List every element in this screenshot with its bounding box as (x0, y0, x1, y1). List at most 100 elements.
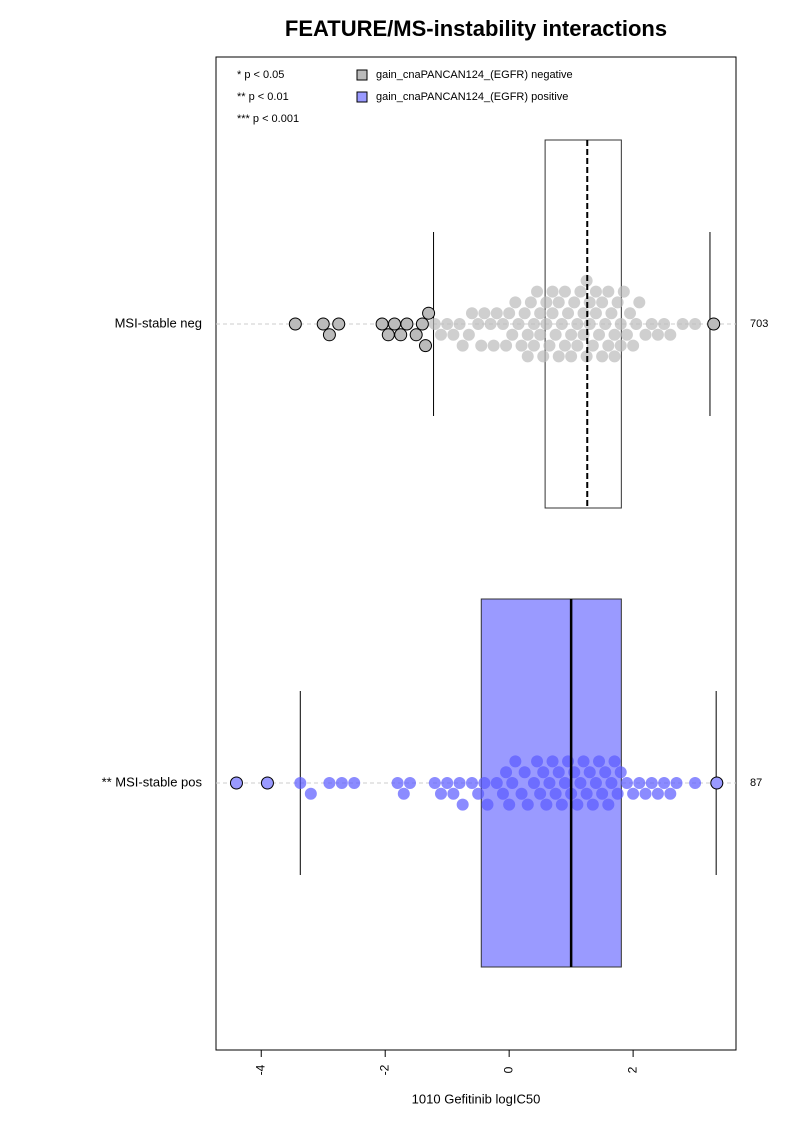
data-point (453, 777, 466, 789)
chart-title: FEATURE/MS-instability interactions (285, 16, 667, 41)
data-point (611, 787, 624, 800)
data-point (478, 307, 491, 320)
data-point (651, 787, 664, 800)
data-point (552, 350, 565, 363)
data-point (418, 339, 432, 353)
note: * p < 0.05 (237, 69, 284, 81)
data-point (422, 306, 436, 320)
count-label: 87 (750, 777, 762, 789)
data-point (552, 766, 565, 779)
legend-label: gain_cnaPANCAN124_(EGFR) negative (376, 69, 573, 81)
data-point (534, 328, 547, 341)
data-point (475, 339, 488, 352)
data-point (316, 317, 330, 331)
data-point (549, 787, 562, 800)
data-point (605, 777, 618, 789)
data-point (524, 296, 537, 309)
data-point (394, 328, 408, 342)
data-point (627, 787, 640, 800)
data-point (506, 777, 519, 789)
data-point (586, 798, 599, 811)
data-point (593, 328, 606, 341)
data-point (500, 766, 513, 779)
data-point (664, 787, 677, 800)
data-point (627, 339, 640, 352)
data-point (540, 318, 553, 330)
data-point (537, 350, 550, 363)
data-point (527, 777, 540, 789)
data-point (409, 328, 423, 342)
data-point (608, 350, 621, 363)
data-point (540, 798, 553, 811)
data-point (624, 307, 637, 320)
data-point (546, 307, 559, 320)
data-point (229, 776, 243, 790)
data-point (462, 328, 475, 341)
data-point (602, 285, 615, 298)
data-point (428, 318, 441, 330)
data-point (391, 777, 404, 789)
data-point (534, 307, 547, 320)
data-point (465, 307, 478, 320)
data-point (689, 777, 702, 789)
data-point (496, 318, 509, 330)
x-axis-label: 1010 Gefitinib logIC50 (412, 1091, 541, 1106)
data-point (332, 317, 346, 331)
x-tick-label: -2 (377, 1064, 391, 1075)
data-point (518, 766, 531, 779)
data-point (546, 755, 559, 768)
legend-label: gain_cnaPANCAN124_(EGFR) positive (376, 91, 568, 103)
data-point (571, 339, 584, 352)
data-point (348, 777, 361, 789)
data-point (633, 777, 646, 789)
data-point (599, 318, 612, 330)
data-point (574, 777, 587, 789)
data-point (441, 318, 454, 330)
data-point (614, 766, 627, 779)
data-point (323, 777, 336, 789)
data-point (543, 339, 556, 352)
data-point (710, 776, 724, 790)
data-point (608, 755, 621, 768)
data-point (630, 318, 643, 330)
data-point (565, 350, 578, 363)
data-point (589, 307, 602, 320)
data-point (447, 787, 460, 800)
data-point (512, 318, 525, 330)
data-point (515, 787, 528, 800)
data-point (639, 787, 652, 800)
data-point (515, 339, 528, 352)
data-point (565, 328, 578, 341)
data-point (555, 318, 568, 330)
data-point (596, 350, 609, 363)
data-point (521, 350, 534, 363)
data-point (534, 787, 547, 800)
data-point (465, 777, 478, 789)
data-point (568, 296, 581, 309)
data-point (555, 798, 568, 811)
x-tick-label: -4 (253, 1064, 267, 1075)
data-point (490, 777, 503, 789)
data-point (509, 755, 522, 768)
data-point (428, 777, 441, 789)
data-point (527, 318, 540, 330)
data-point (596, 296, 609, 309)
note: *** p < 0.001 (237, 113, 299, 125)
data-point (614, 339, 627, 352)
data-point (689, 318, 702, 330)
category-label: MSI-stable neg (115, 315, 202, 330)
data-point (596, 787, 609, 800)
data-point (506, 328, 519, 341)
plot-frame (215, 56, 737, 1051)
data-point (583, 318, 596, 330)
data-point (676, 318, 689, 330)
data-point (602, 339, 615, 352)
count-label: 703 (750, 318, 768, 330)
data-point (558, 285, 571, 298)
data-point (484, 318, 497, 330)
data-point (645, 318, 658, 330)
data-point (447, 328, 460, 341)
data-point (434, 328, 447, 341)
data-point (381, 328, 395, 342)
x-tick-label: 2 (625, 1066, 639, 1073)
